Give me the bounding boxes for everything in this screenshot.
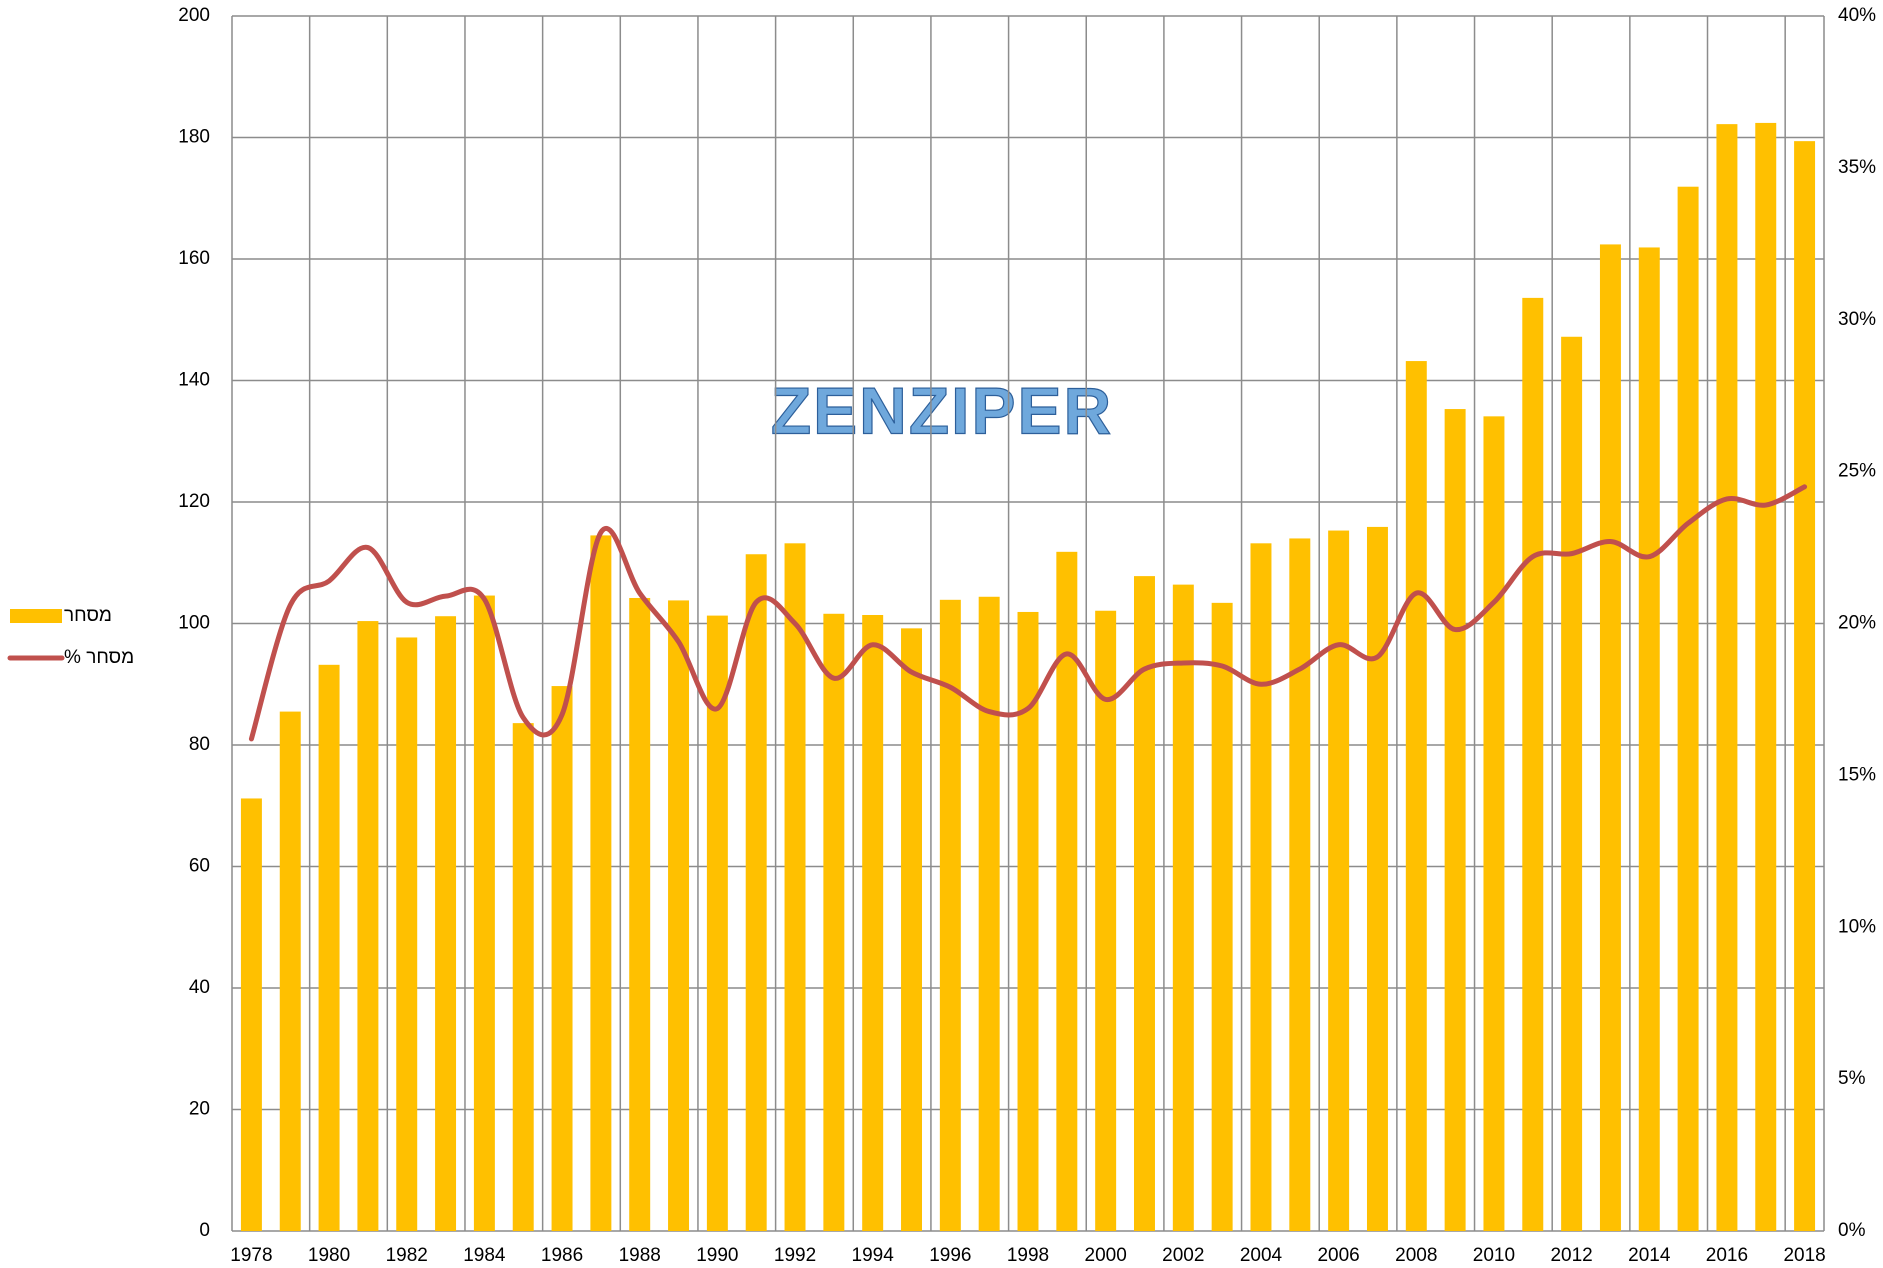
y-tick-label: 60 bbox=[189, 856, 210, 877]
y2-tick-label: 15% bbox=[1838, 764, 1876, 785]
bar bbox=[473, 595, 495, 1231]
y2-tick-label: 25% bbox=[1838, 461, 1876, 482]
bar bbox=[1677, 186, 1699, 1231]
bar bbox=[706, 615, 728, 1231]
x-tick-label: 2002 bbox=[1162, 1245, 1204, 1266]
bar bbox=[1289, 538, 1311, 1231]
y2-tick-label: 35% bbox=[1838, 157, 1876, 178]
y2-tick-label: 10% bbox=[1838, 916, 1876, 937]
bar bbox=[1716, 124, 1738, 1231]
bar bbox=[551, 686, 573, 1231]
bar bbox=[1250, 543, 1272, 1231]
line bbox=[248, 484, 1808, 742]
bar bbox=[745, 554, 767, 1231]
y-tick-label: 40 bbox=[189, 977, 210, 998]
y2-tick-label: 30% bbox=[1838, 309, 1876, 330]
x-tick-label: 2012 bbox=[1550, 1245, 1592, 1266]
y-tick-label: 200 bbox=[178, 5, 210, 26]
bar bbox=[396, 637, 418, 1231]
y2-tick-label: 5% bbox=[1838, 1068, 1866, 1089]
x-tick-label: 2000 bbox=[1085, 1245, 1127, 1266]
x-tick-label: 1980 bbox=[308, 1245, 350, 1266]
legend-swatch bbox=[10, 609, 62, 623]
bar bbox=[512, 723, 534, 1231]
bar bbox=[1794, 141, 1816, 1231]
y-tick-label: 140 bbox=[178, 370, 210, 391]
x-tick-label: 1998 bbox=[1007, 1245, 1049, 1266]
x-tick-label: 2016 bbox=[1706, 1245, 1748, 1266]
bar bbox=[1056, 551, 1078, 1231]
y2-tick-label: 40% bbox=[1838, 5, 1876, 26]
bar bbox=[939, 599, 961, 1231]
bar bbox=[1405, 361, 1427, 1231]
bar bbox=[1017, 611, 1039, 1231]
bar bbox=[1366, 526, 1388, 1231]
bar bbox=[901, 628, 922, 1231]
bar bbox=[862, 614, 884, 1231]
x-tick-label: 2010 bbox=[1473, 1245, 1515, 1266]
y2-tick-label: 0% bbox=[1838, 1220, 1866, 1241]
bar bbox=[318, 664, 340, 1231]
bar bbox=[1561, 336, 1583, 1231]
watermark: ZENZIPER bbox=[771, 373, 1113, 447]
bar bbox=[1483, 416, 1505, 1231]
bar bbox=[668, 600, 690, 1231]
x-tick-label: 1978 bbox=[230, 1245, 272, 1266]
y-tick-label: 80 bbox=[189, 734, 210, 755]
x-tick-label: 1984 bbox=[463, 1245, 506, 1266]
x-tick-label: 1990 bbox=[696, 1245, 738, 1266]
x-tick-label: 1996 bbox=[929, 1245, 971, 1266]
bar bbox=[1095, 610, 1117, 1231]
y-tick-label: 160 bbox=[178, 248, 210, 269]
bar bbox=[1172, 584, 1194, 1231]
x-tick-label: 2004 bbox=[1240, 1245, 1283, 1266]
bar bbox=[629, 597, 651, 1231]
bar bbox=[1134, 576, 1155, 1231]
x-tick-label: 1988 bbox=[619, 1245, 661, 1266]
y2-tick-label: 20% bbox=[1838, 613, 1876, 634]
x-tick-label: 1994 bbox=[852, 1245, 895, 1266]
bar bbox=[1328, 530, 1350, 1231]
bar bbox=[1522, 297, 1544, 1231]
bar bbox=[1638, 247, 1660, 1231]
x-tick-label: 2018 bbox=[1783, 1245, 1825, 1266]
bar bbox=[240, 798, 262, 1231]
bar bbox=[1211, 602, 1233, 1231]
y-tick-label: 100 bbox=[178, 613, 210, 634]
bar bbox=[279, 711, 301, 1231]
bar bbox=[978, 596, 1000, 1231]
x-tick-label: 1992 bbox=[774, 1245, 816, 1266]
bar bbox=[823, 613, 845, 1231]
x-tick-label: 1982 bbox=[386, 1245, 428, 1266]
bar bbox=[435, 616, 457, 1231]
bar bbox=[590, 535, 612, 1231]
y-tick-label: 0 bbox=[199, 1220, 210, 1241]
legend-label: % מסחר bbox=[64, 647, 134, 668]
y-tick-label: 180 bbox=[178, 127, 210, 148]
x-tick-label: 2006 bbox=[1317, 1245, 1359, 1266]
bar bbox=[1599, 244, 1621, 1232]
y-tick-label: 20 bbox=[189, 1099, 210, 1120]
bar bbox=[357, 621, 379, 1231]
bar bbox=[784, 543, 806, 1231]
legend-label: מסחר bbox=[64, 605, 112, 626]
x-tick-label: 2014 bbox=[1628, 1245, 1671, 1266]
bar bbox=[1444, 409, 1466, 1231]
bar bbox=[1755, 122, 1777, 1231]
y-tick-label: 120 bbox=[178, 491, 210, 512]
x-tick-label: 2008 bbox=[1395, 1245, 1437, 1266]
x-tick-label: 1986 bbox=[541, 1245, 583, 1266]
